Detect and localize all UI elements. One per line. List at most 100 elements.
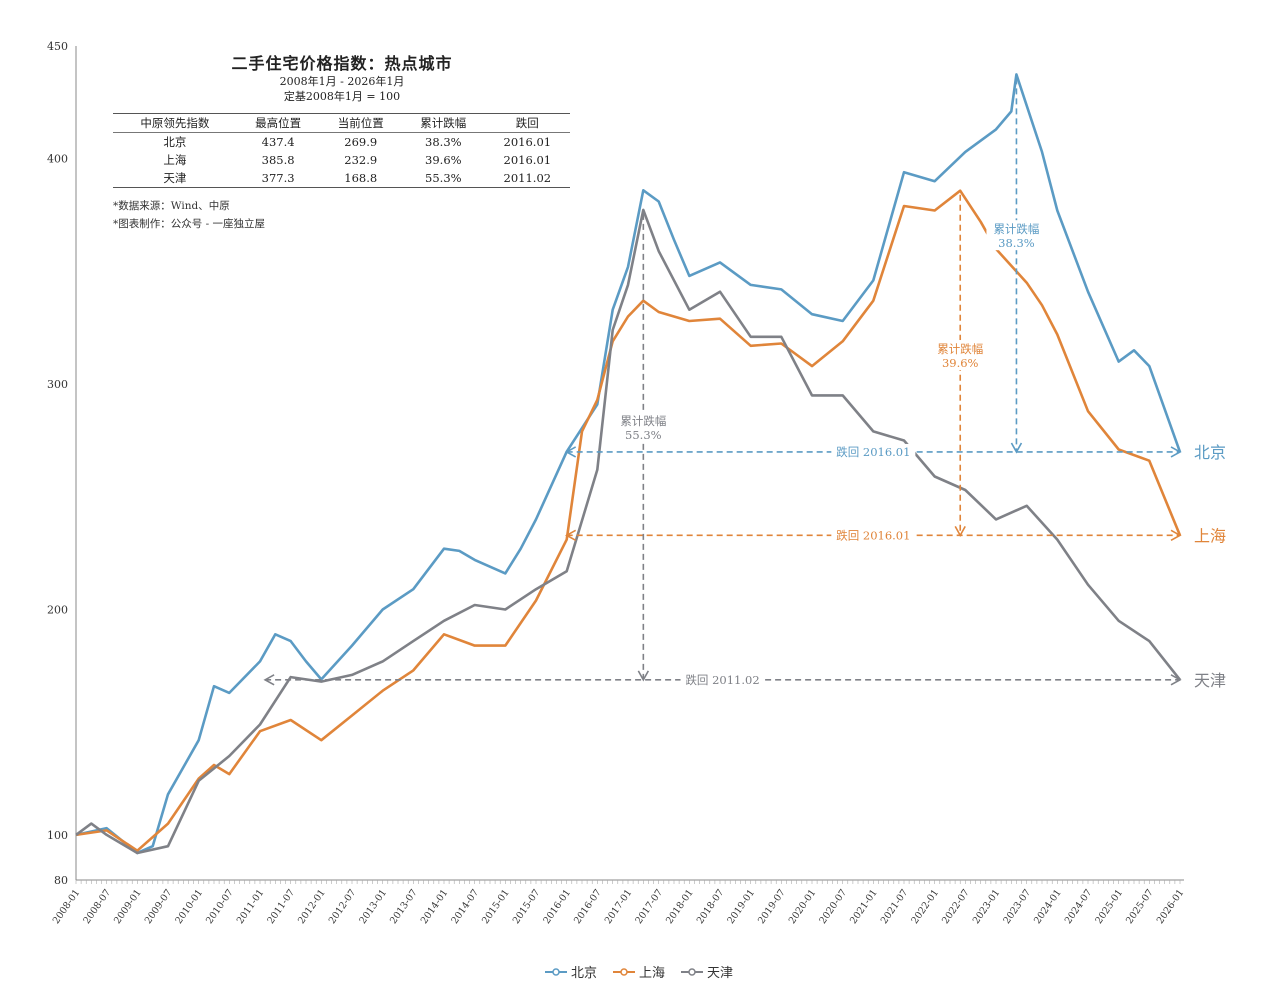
y-tick-label: 100 (47, 829, 68, 842)
x-tick-label: 2025-01 (1093, 887, 1125, 926)
x-tick-label: 2021-01 (848, 887, 880, 926)
table-cell: 2011.02 (503, 171, 552, 185)
label-background (986, 220, 1047, 251)
summary-table: 中原领先指数 最高位置 当前位置 累计跌幅 跌回 北京 437.4 269.9 38.… (113, 113, 570, 188)
table-cell: 天津 (163, 171, 187, 185)
x-tick-label: 2016-07 (572, 887, 604, 926)
drop-label: 累计跌幅 (993, 222, 1039, 236)
label-background (613, 411, 674, 442)
table-row: 北京 437.4 269.9 38.3% 2016.01 (113, 133, 570, 152)
x-tick-label: 2026-01 (1155, 887, 1187, 926)
chart-subtitle-range: 2008年1月 - 2026年1月 (279, 75, 405, 88)
chart-subtitle-base: 定基2008年1月 = 100 (283, 90, 401, 103)
y-tick-label: 200 (47, 604, 68, 617)
arrow-right-icon (1170, 529, 1182, 542)
table-cell: 上海 (163, 153, 187, 167)
table-cell: 38.3% (425, 135, 462, 149)
drop-value: 38.3% (998, 236, 1035, 250)
y-tick-label: 450 (47, 40, 68, 53)
arrow-down-icon (637, 670, 650, 682)
drop-value: 55.3% (625, 428, 662, 442)
source-note: *数据来源：Wind、中原 (113, 200, 230, 212)
arrow-right-icon (1170, 674, 1182, 686)
x-tick-label: 2009-01 (112, 887, 144, 926)
y-tick-label: 400 (47, 153, 68, 166)
x-tick-label: 2020-07 (817, 887, 849, 926)
label-background (680, 671, 765, 688)
chart-header: 二手住宅价格指数：热点城市 2008年1月 - 2026年1月 定基2008年1… (112, 50, 572, 104)
x-tick-label: 2014-07 (449, 887, 481, 926)
x-tick-label: 2018-07 (695, 887, 727, 926)
table-header: 最高位置 (255, 116, 302, 130)
y-tick-label: 300 (47, 378, 68, 391)
label-background (831, 527, 916, 544)
x-tick-label: 2020-01 (787, 887, 819, 926)
x-tick-label: 2011-01 (235, 887, 267, 926)
table-cell: 168.8 (344, 171, 378, 185)
author-note: *图表制作：公众号 - 一座独立屋 (113, 218, 265, 230)
x-tick-label: 2022-01 (909, 887, 941, 926)
arrow-left-icon (565, 529, 577, 542)
x-tick-label: 2012-01 (296, 887, 328, 926)
x-tick-label: 2017-07 (633, 887, 665, 926)
table-cell: 55.3% (425, 171, 462, 185)
arrow-left-icon (565, 446, 577, 458)
table-header: 跌回 (515, 116, 539, 130)
series-end-label: 上海 (1194, 526, 1226, 545)
x-tick-label: 2012-07 (327, 887, 359, 926)
series-end-label: 天津 (1194, 671, 1226, 690)
x-tick-label: 2015-01 (480, 887, 512, 926)
table-header: 中原领先指数 (140, 116, 210, 130)
arrow-down-icon (954, 525, 966, 538)
x-tick-label: 2017-01 (603, 887, 635, 926)
x-tick-label: 2010-07 (204, 887, 236, 926)
table-row: 上海 385.8 232.9 39.6% 2016.01 (113, 151, 570, 169)
x-tick-label: 2025-07 (1124, 887, 1156, 926)
table-cell: 437.4 (261, 135, 295, 149)
x-tick-label: 2018-01 (664, 887, 696, 926)
x-tick-label: 2008-01 (51, 887, 83, 926)
x-tick-label: 2015-07 (511, 887, 543, 926)
x-tick-label: 2011-07 (265, 887, 297, 926)
table-cell: 385.8 (261, 153, 295, 167)
table-header: 当前位置 (337, 116, 384, 130)
y-tick-label: 80 (54, 874, 68, 887)
series-line-0 (75, 73, 1182, 855)
table-cell: 39.6% (425, 153, 462, 167)
arrow-down-icon (1010, 442, 1023, 454)
drop-label: 累计跌幅 (937, 342, 983, 356)
x-tick-label: 2013-01 (357, 887, 389, 926)
x-tick-label: 2023-01 (971, 887, 1003, 926)
return-label: 跌回 2016.01 (836, 528, 910, 542)
series-line-2 (75, 208, 1182, 855)
table-header-row: 中原领先指数 最高位置 当前位置 累计跌幅 跌回 (113, 113, 570, 133)
label-background (930, 340, 991, 371)
legend-label: 上海 (639, 966, 665, 981)
table-cell: 北京 (163, 135, 187, 149)
table-cell: 2016.01 (503, 135, 552, 149)
x-tick-label: 2023-07 (1001, 887, 1033, 926)
x-tick-label: 2013-07 (388, 887, 420, 926)
x-tick-label: 2016-01 (541, 887, 573, 926)
table-cell: 2016.01 (503, 153, 552, 167)
x-tick-label: 2024-01 (1032, 887, 1064, 926)
arrow-right-icon (1170, 446, 1182, 458)
x-tick-label: 2014-01 (419, 887, 451, 926)
label-background (831, 443, 916, 460)
chart-title: 二手住宅价格指数：热点城市 (231, 54, 453, 73)
x-tick-label: 2010-01 (173, 887, 205, 926)
table-cell: 269.9 (344, 135, 378, 149)
return-label: 跌回 2011.02 (685, 673, 759, 687)
table-row: 天津 377.3 168.8 55.3% 2011.02 (113, 169, 570, 188)
x-tick-label: 2008-07 (81, 887, 113, 926)
series-line-1 (75, 189, 1182, 852)
x-tick-label: 2024-07 (1063, 887, 1095, 926)
chart-notes: *数据来源：Wind、中原 *图表制作：公众号 - 一座独立屋 (113, 197, 265, 233)
table-cell: 232.9 (344, 153, 378, 167)
legend-marker-icon (688, 968, 696, 976)
x-tick-label: 2021-07 (879, 887, 911, 926)
legend-marker-icon (620, 968, 628, 976)
legend-marker-icon (552, 968, 560, 976)
table-cell: 377.3 (261, 171, 295, 185)
